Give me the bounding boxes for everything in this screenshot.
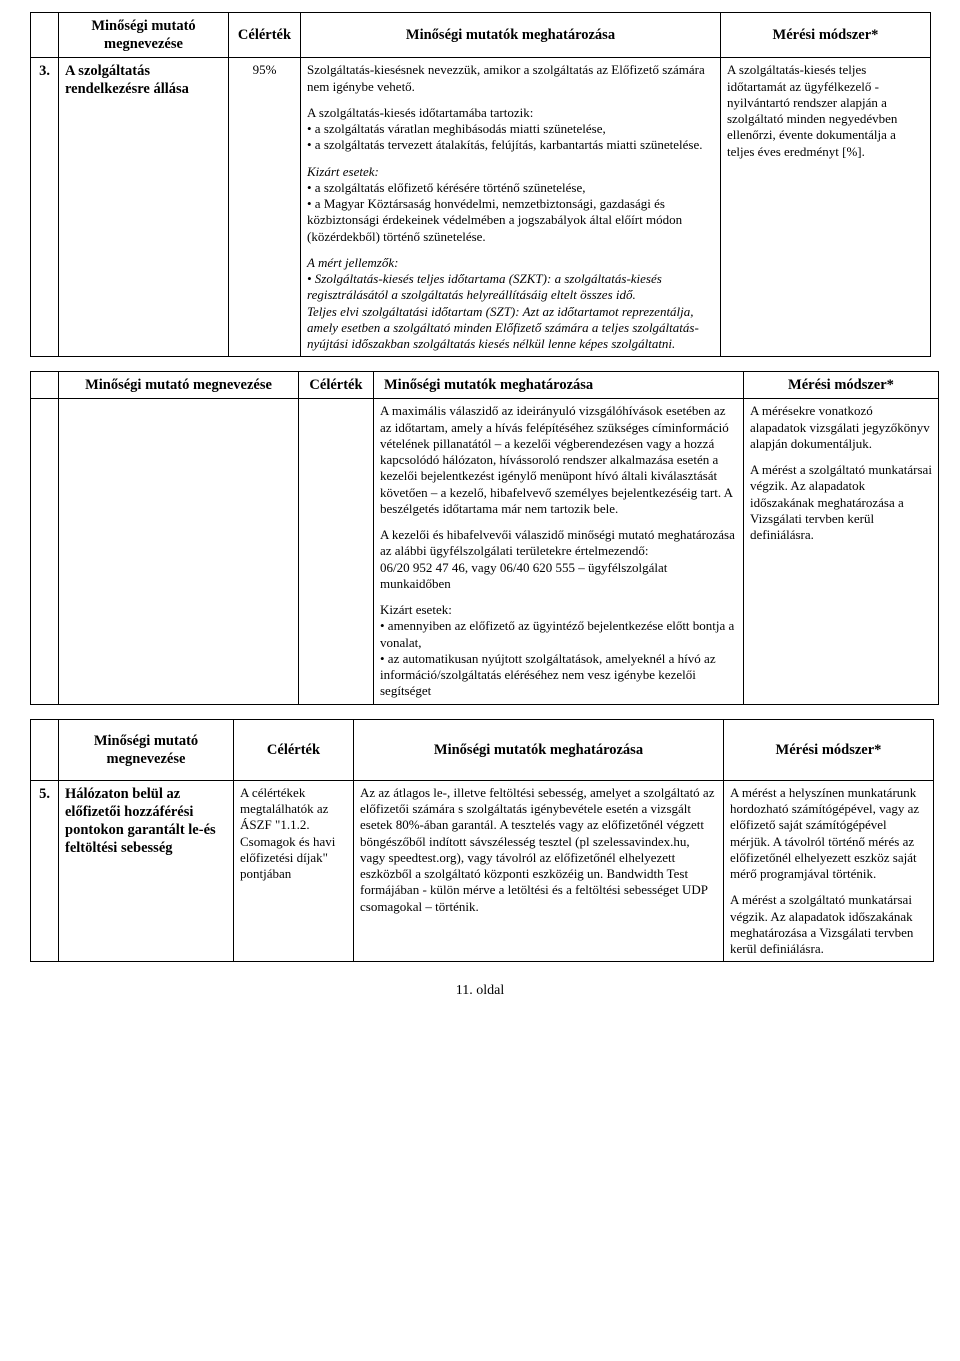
- table-header-row: Minőségi mutató megnevezése Célérték Min…: [31, 13, 931, 58]
- page-number: 11. oldal: [30, 982, 930, 1000]
- col-name: Minőségi mutató megnevezése: [59, 719, 234, 780]
- def-p3: Kizárt esetek: • amennyiben az előfizető…: [380, 602, 737, 700]
- col-name: Minőségi mutató megnevezése: [59, 13, 229, 58]
- table-row: A maximális válaszidő az ideirányuló viz…: [31, 399, 939, 704]
- table-header-row: Minőségi mutató megnevezése Célérték Min…: [31, 719, 934, 780]
- row-num: 5.: [31, 780, 59, 962]
- def-p2: A szolgáltatás-kiesés időtartamába tarto…: [307, 105, 714, 154]
- def-p3b: • amennyiben az előfizető az ügyintéző b…: [380, 618, 734, 649]
- col-num: [31, 719, 59, 780]
- row-method: A mérésekre vonatkozó alapadatok vizsgál…: [744, 399, 939, 704]
- def-p1: Szolgáltatás-kiesésnek nevezzük, amikor …: [307, 62, 714, 95]
- table-row: 5. Hálózaton belül az előfizetői hozzáfé…: [31, 780, 934, 962]
- def-p3b: • a szolgáltatás előfizető kérésére tört…: [307, 180, 586, 195]
- col-method: Mérési módszer*: [721, 13, 931, 58]
- def-p1: A maximális válaszidő az ideirányuló viz…: [380, 403, 737, 517]
- row-method: A szolgáltatás-kiesés teljes időtartamát…: [721, 58, 931, 357]
- col-target: Célérték: [299, 372, 374, 399]
- row-target: [299, 399, 374, 704]
- row-name: Hálózaton belül az előfizetői hozzáférés…: [59, 780, 234, 962]
- table-row: 3. A szolgáltatás rendelkezésre állása 9…: [31, 58, 931, 357]
- row-num: 3.: [31, 58, 59, 357]
- col-method: Mérési módszer*: [724, 719, 934, 780]
- def-p2b: • a szolgáltatás váratlan meghibásodás m…: [307, 121, 606, 136]
- row-target: 95%: [229, 58, 301, 357]
- def-p3a: Kizárt esetek:: [380, 602, 452, 617]
- col-target: Célérték: [229, 13, 301, 58]
- def-p3a: Kizárt esetek:: [307, 164, 379, 179]
- col-name: Minőségi mutató megnevezése: [59, 372, 299, 399]
- def-p2c: • a szolgáltatás tervezett átalakítás, f…: [307, 137, 702, 152]
- def-p3c: • a Magyar Köztársaság honvédelmi, nemze…: [307, 196, 682, 244]
- method-p2: A mérést a szolgáltató munkatársai végzi…: [750, 462, 932, 543]
- col-method: Mérési módszer*: [744, 372, 939, 399]
- quality-table-5: Minőségi mutató megnevezése Célérték Min…: [30, 719, 934, 963]
- col-num: [31, 13, 59, 58]
- def-p4b: • Szolgáltatás-kiesés teljes időtartama …: [307, 271, 662, 302]
- col-definition: Minőségi mutatók meghatározása: [354, 719, 724, 780]
- row-name: A szolgáltatás rendelkezésre állása: [59, 58, 229, 357]
- def-p2b: 06/20 952 47 46, vagy 06/40 620 555 – üg…: [380, 560, 667, 591]
- row-num: [31, 399, 59, 704]
- def-p4: A mért jellemzők: • Szolgáltatás-kiesés …: [307, 255, 714, 353]
- def-p4c: Teljes elvi szolgáltatási időtartam (SZT…: [307, 304, 699, 352]
- col-target: Célérték: [234, 719, 354, 780]
- def-p2a: A kezelői és hibafelvevői válaszidő minő…: [380, 527, 735, 558]
- method-p1: A mérést a helyszínen munkatárunk hordoz…: [730, 785, 927, 883]
- def-p3: Kizárt esetek: • a szolgáltatás előfizet…: [307, 164, 714, 245]
- method-p1: A mérésekre vonatkozó alapadatok vizsgál…: [750, 403, 932, 452]
- row-method: A mérést a helyszínen munkatárunk hordoz…: [724, 780, 934, 962]
- row-name: [59, 399, 299, 704]
- def-p2: A kezelői és hibafelvevői válaszidő minő…: [380, 527, 737, 592]
- def-p2a: A szolgáltatás-kiesés időtartamába tarto…: [307, 105, 533, 120]
- row-definition: Az az átlagos le-, illetve feltöltési se…: [354, 780, 724, 962]
- quality-table-3: Minőségi mutató megnevezése Célérték Min…: [30, 12, 931, 357]
- row-target: A célértékek megtalálhatók az ÁSZF "1.1.…: [234, 780, 354, 962]
- quality-table-blank: Minőségi mutató megnevezése Célérték Min…: [30, 371, 939, 704]
- col-definition: Minőségi mutatók meghatározása: [301, 13, 721, 58]
- table-header-row: Minőségi mutató megnevezése Célérték Min…: [31, 372, 939, 399]
- col-definition: Minőségi mutatók meghatározása: [374, 372, 744, 399]
- def-p3c: • az automatikusan nyújtott szolgáltatás…: [380, 651, 716, 699]
- row-definition: Szolgáltatás-kiesésnek nevezzük, amikor …: [301, 58, 721, 357]
- def-p4a: A mért jellemzők:: [307, 255, 398, 270]
- method-p2: A mérést a szolgáltató munkatársai végzi…: [730, 892, 927, 957]
- col-num: [31, 372, 59, 399]
- row-definition: A maximális válaszidő az ideirányuló viz…: [374, 399, 744, 704]
